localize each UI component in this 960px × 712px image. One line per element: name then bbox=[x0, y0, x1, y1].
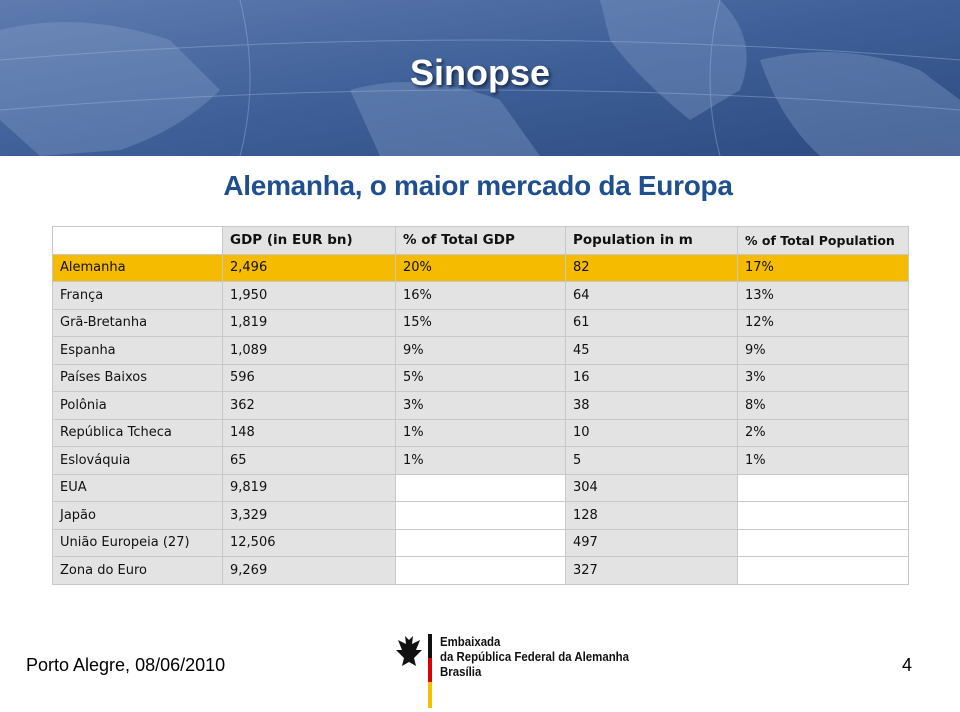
table-cell: 64 bbox=[565, 281, 738, 310]
table-cell: 12% bbox=[737, 308, 909, 337]
table-cell: 497 bbox=[565, 528, 738, 557]
table-cell: 1,089 bbox=[222, 336, 396, 365]
data-table: GDP (in EUR bn)% of Total GDP Population … bbox=[52, 226, 909, 585]
subtitle: Alemanha, o maior mercado da Europa bbox=[223, 170, 733, 201]
empty-cell bbox=[395, 473, 566, 502]
table-cell: 61 bbox=[565, 308, 738, 337]
table-row: EUA 9,819 304 bbox=[52, 473, 909, 502]
table-cell: 8% bbox=[737, 391, 909, 420]
table-cell: 327 bbox=[565, 556, 738, 585]
empty-cell bbox=[737, 501, 909, 530]
table-row: Zona do Euro 9,269 327 bbox=[52, 556, 909, 585]
table-row: Espanha 1,089 9% 45 9% bbox=[52, 336, 909, 365]
table-cell: 5 bbox=[565, 446, 738, 475]
empty-cell bbox=[395, 501, 566, 530]
table-row: Alemanha 2,496 20% 82 17% bbox=[52, 253, 909, 282]
table-cell: 362 bbox=[222, 391, 396, 420]
table-cell: 3,329 bbox=[222, 501, 396, 530]
table-cell: EUA bbox=[52, 473, 223, 502]
table-cell: 2,496 bbox=[222, 253, 396, 282]
table-row: Japão 3,329 128 bbox=[52, 501, 909, 530]
table-cell: 9% bbox=[395, 336, 566, 365]
table-row: Polônia 362 3% 38 8% bbox=[52, 391, 909, 420]
empty-cell bbox=[737, 556, 909, 585]
table-cell: 148 bbox=[222, 418, 396, 447]
table-cell: França bbox=[52, 281, 223, 310]
table-cell: 1% bbox=[395, 418, 566, 447]
slide-title: Sinopse bbox=[409, 52, 551, 93]
table-cell: 16% bbox=[395, 281, 566, 310]
table-cell: 17% bbox=[737, 253, 909, 282]
table-cell: 1% bbox=[395, 446, 566, 475]
table-cell: 3% bbox=[395, 391, 566, 420]
table-cell: República Tcheca bbox=[52, 418, 223, 447]
table-row: GDP (in EUR bn)% of Total GDP Population … bbox=[52, 226, 909, 255]
table-cell: 304 bbox=[565, 473, 738, 502]
table-cell: Population in m bbox=[565, 226, 738, 255]
table-cell: 45 bbox=[565, 336, 738, 365]
logo-text: Embaixada bbox=[440, 634, 501, 649]
empty-cell bbox=[395, 556, 566, 585]
table-row: Países Baixos 596 5% 16 3% bbox=[52, 363, 909, 392]
table-cell: União Europeia (27) bbox=[52, 528, 223, 557]
table-cell: 1,819 bbox=[222, 308, 396, 337]
table-cell: Eslováquia bbox=[52, 446, 223, 475]
table-cell: 82 bbox=[565, 253, 738, 282]
logo-text: Brasília bbox=[440, 664, 482, 679]
table-row: Eslováquia 65 1% 5 1% bbox=[52, 446, 909, 475]
empty-cell bbox=[737, 528, 909, 557]
table-cell: 596 bbox=[222, 363, 396, 392]
table-cell: Zona do Euro bbox=[52, 556, 223, 585]
table-cell: 16 bbox=[565, 363, 738, 392]
empty-cell bbox=[395, 528, 566, 557]
table-cell: GDP (in EUR bn) bbox=[222, 226, 396, 255]
table-cell: Alemanha bbox=[52, 253, 223, 282]
table-cell: 10 bbox=[565, 418, 738, 447]
table-cell: 12,506 bbox=[222, 528, 396, 557]
table-cell: 1,950 bbox=[222, 281, 396, 310]
empty-cell bbox=[737, 473, 909, 502]
table-cell: 3% bbox=[737, 363, 909, 392]
table-row: França 1,950 16% 64 13% bbox=[52, 281, 909, 310]
table-cell: 9,819 bbox=[222, 473, 396, 502]
banner bbox=[0, 0, 960, 156]
table-cell: Grã-Bretanha bbox=[52, 308, 223, 337]
empty-cell bbox=[52, 226, 223, 255]
table-row: União Europeia (27) 12,506 497 bbox=[52, 528, 909, 557]
table-cell: 2% bbox=[737, 418, 909, 447]
table-cell: Japão bbox=[52, 501, 223, 530]
table-cell: 65 bbox=[222, 446, 396, 475]
table-cell: % of Total Population bbox=[737, 226, 909, 255]
table-cell: 9% bbox=[737, 336, 909, 365]
table-cell: 15% bbox=[395, 308, 566, 337]
logo-text: da República Federal da Alemanha bbox=[440, 649, 630, 664]
table-row: Grã-Bretanha 1,819 15% 61 12% bbox=[52, 308, 909, 337]
table-cell: 9,269 bbox=[222, 556, 396, 585]
table-cell: Polônia bbox=[52, 391, 223, 420]
table-cell: 20% bbox=[395, 253, 566, 282]
table-cell: Espanha bbox=[52, 336, 223, 365]
logo: Embaixada da República Federal da Aleman… bbox=[390, 632, 650, 712]
table-cell: Países Baixos bbox=[52, 363, 223, 392]
table-cell: % of Total GDP bbox=[395, 226, 566, 255]
eagle-icon bbox=[396, 634, 432, 708]
footer-date: Porto Alegre, 08/06/2010 bbox=[26, 655, 226, 675]
table-cell: 1% bbox=[737, 446, 909, 475]
table-cell: 38 bbox=[565, 391, 738, 420]
table-cell: 5% bbox=[395, 363, 566, 392]
table-cell: 13% bbox=[737, 281, 909, 310]
table-cell: 128 bbox=[565, 501, 738, 530]
page-number: 4 bbox=[902, 655, 913, 675]
table-row: República Tcheca 148 1% 10 2% bbox=[52, 418, 909, 447]
